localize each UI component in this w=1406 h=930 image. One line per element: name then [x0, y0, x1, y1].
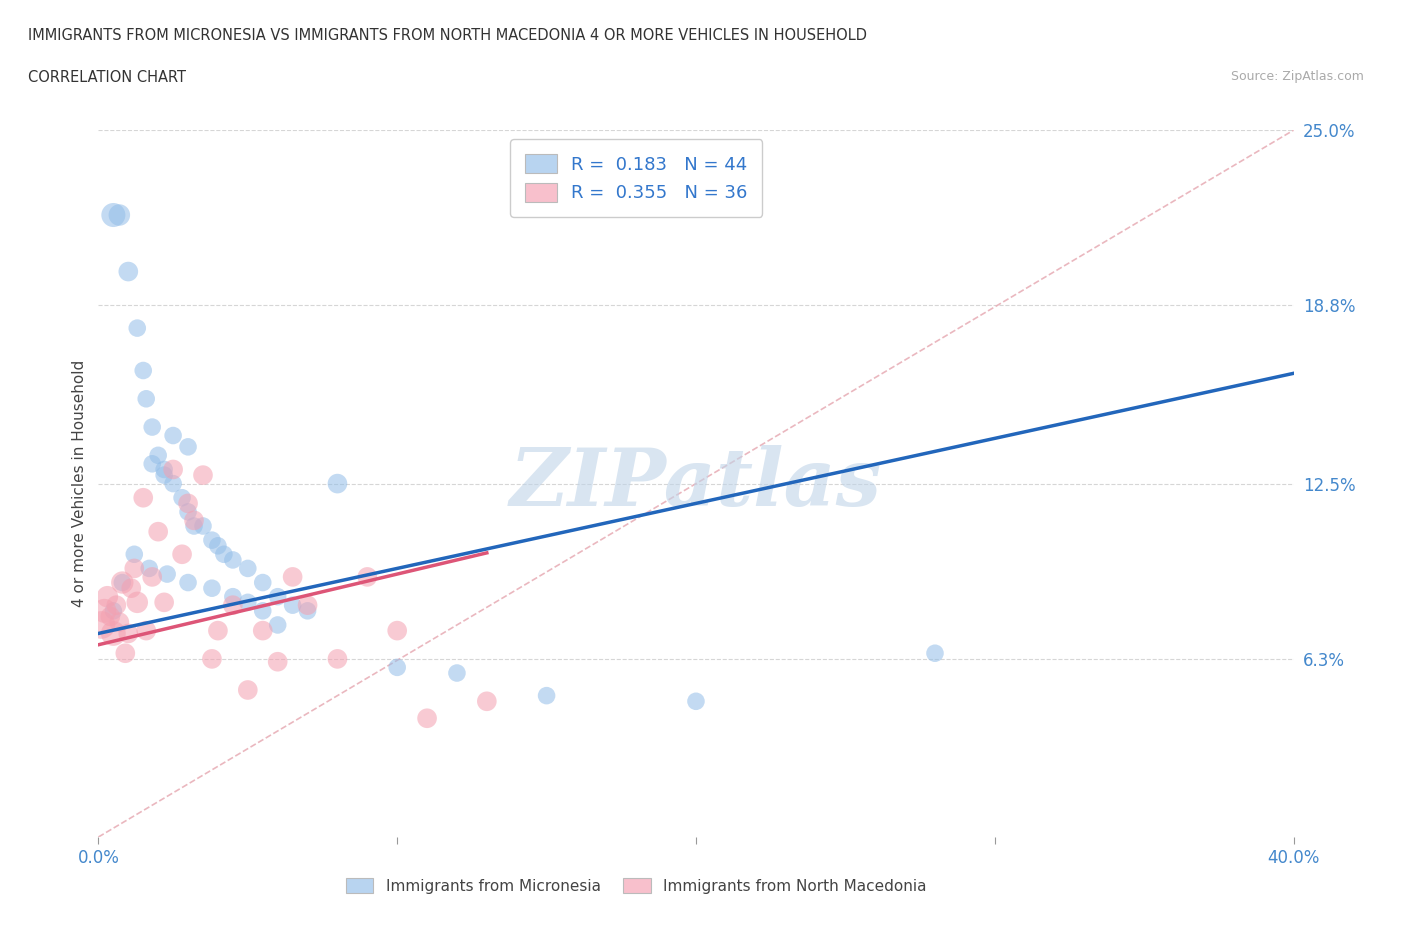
- Point: [201, 651, 224, 666]
- Point: [236, 561, 259, 576]
- Point: [281, 598, 304, 613]
- Point: [135, 392, 157, 406]
- Point: [103, 626, 125, 641]
- Point: [105, 598, 128, 613]
- Point: [153, 595, 176, 610]
- Point: [252, 604, 274, 618]
- Point: [177, 496, 200, 511]
- Point: [162, 462, 184, 477]
- Point: [385, 660, 409, 675]
- Point: [191, 519, 214, 534]
- Point: [207, 623, 229, 638]
- Point: [212, 547, 235, 562]
- Point: [172, 547, 194, 562]
- Point: [252, 575, 274, 590]
- Point: [236, 595, 259, 610]
- Point: [267, 655, 290, 670]
- Point: [177, 575, 200, 590]
- Point: [117, 264, 139, 279]
- Point: [124, 561, 146, 576]
- Point: [141, 419, 163, 434]
- Point: [98, 609, 122, 624]
- Point: [111, 575, 134, 590]
- Point: [177, 504, 200, 519]
- Point: [183, 513, 205, 528]
- Point: [153, 468, 176, 483]
- Point: [162, 476, 184, 491]
- Point: [172, 490, 194, 505]
- Point: [90, 618, 112, 632]
- Point: [356, 569, 378, 584]
- Point: [108, 615, 131, 630]
- Point: [385, 623, 409, 638]
- Legend: Immigrants from Micronesia, Immigrants from North Macedonia: Immigrants from Micronesia, Immigrants f…: [340, 872, 932, 900]
- Point: [153, 462, 176, 477]
- Point: [222, 552, 245, 567]
- Point: [177, 439, 200, 454]
- Point: [326, 476, 349, 491]
- Point: [536, 688, 558, 703]
- Y-axis label: 4 or more Vehicles in Household: 4 or more Vehicles in Household: [72, 360, 87, 607]
- Point: [281, 569, 304, 584]
- Text: CORRELATION CHART: CORRELATION CHART: [28, 70, 186, 85]
- Point: [416, 711, 439, 725]
- Point: [108, 207, 131, 222]
- Point: [141, 569, 163, 584]
- Point: [222, 590, 245, 604]
- Point: [103, 207, 125, 222]
- Text: IMMIGRANTS FROM MICRONESIA VS IMMIGRANTS FROM NORTH MACEDONIA 4 OR MORE VEHICLES: IMMIGRANTS FROM MICRONESIA VS IMMIGRANTS…: [28, 28, 868, 43]
- Text: Source: ZipAtlas.com: Source: ZipAtlas.com: [1230, 70, 1364, 83]
- Point: [162, 428, 184, 443]
- Point: [135, 623, 157, 638]
- Point: [191, 468, 214, 483]
- Point: [297, 598, 319, 613]
- Point: [93, 604, 115, 618]
- Point: [222, 598, 245, 613]
- Point: [183, 519, 205, 534]
- Point: [201, 533, 224, 548]
- Point: [326, 651, 349, 666]
- Point: [111, 575, 134, 590]
- Point: [96, 590, 118, 604]
- Point: [201, 580, 224, 595]
- Point: [252, 623, 274, 638]
- Point: [267, 618, 290, 632]
- Point: [117, 626, 139, 641]
- Point: [120, 580, 142, 595]
- Point: [127, 595, 149, 610]
- Point: [297, 604, 319, 618]
- Text: ZIPatlas: ZIPatlas: [510, 445, 882, 523]
- Point: [141, 457, 163, 472]
- Point: [236, 683, 259, 698]
- Point: [924, 645, 946, 660]
- Point: [207, 538, 229, 553]
- Point: [127, 321, 149, 336]
- Point: [138, 561, 160, 576]
- Point: [148, 525, 170, 539]
- Point: [114, 645, 136, 660]
- Point: [267, 590, 290, 604]
- Point: [156, 566, 179, 581]
- Point: [132, 363, 155, 378]
- Point: [124, 547, 146, 562]
- Point: [132, 490, 155, 505]
- Point: [685, 694, 707, 709]
- Point: [446, 666, 468, 681]
- Point: [148, 448, 170, 463]
- Point: [475, 694, 498, 709]
- Point: [103, 604, 125, 618]
